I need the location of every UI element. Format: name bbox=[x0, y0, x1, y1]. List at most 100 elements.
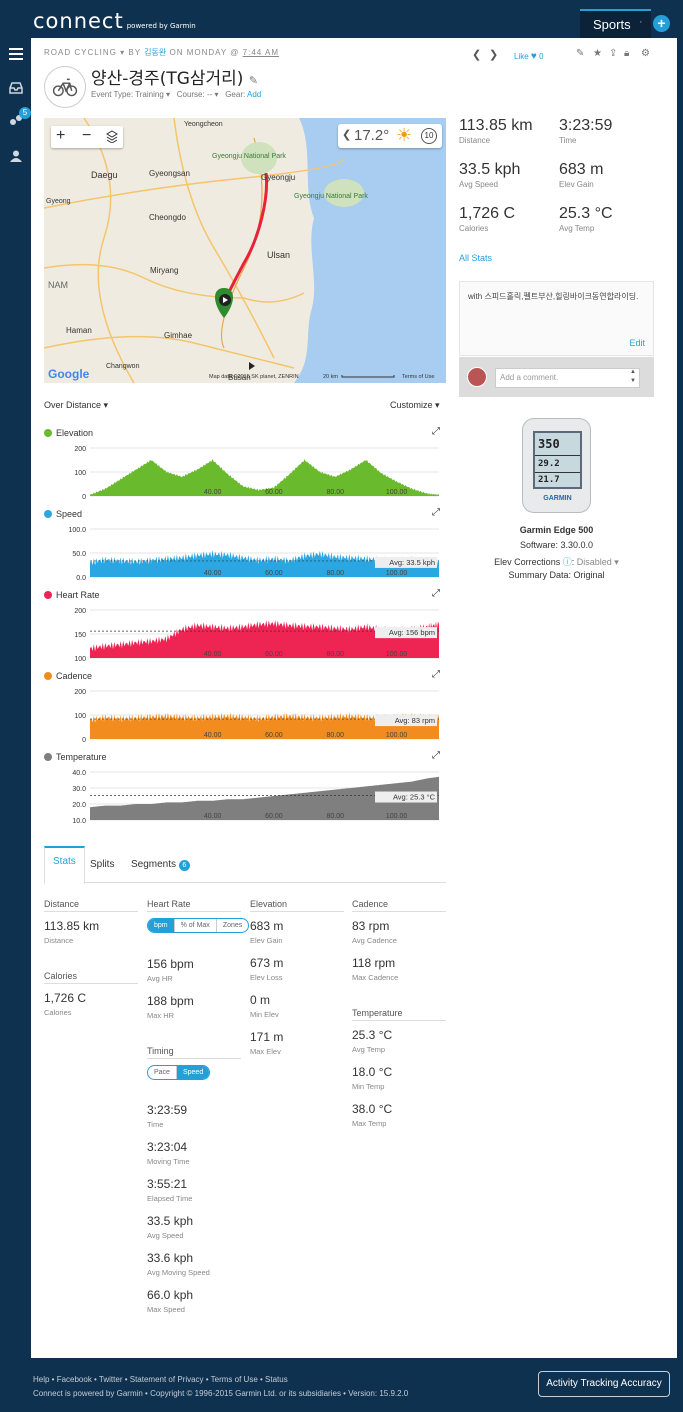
menu-icon[interactable] bbox=[9, 48, 23, 60]
chart-cadence[interactable]: 200 100 0 40.00 60.00 80.00 100.00 Avg: 83 rpm bbox=[44, 683, 446, 747]
x-tick-label: 40.00 bbox=[204, 570, 222, 577]
over-distance-dropdown[interactable]: Over Distance ▾ bbox=[44, 400, 109, 410]
expand-chart-icon[interactable]: ⤢ bbox=[432, 669, 440, 680]
chart-temperature[interactable]: 40.0 30.0 20.0 10.0 40.00 60.00 80.00 100.00 Avg… bbox=[44, 764, 446, 828]
previous-activity-icon[interactable]: ❮ bbox=[472, 49, 482, 61]
next-activity-icon[interactable]: ❯ bbox=[489, 49, 499, 61]
comment-input[interactable]: Add a comment. bbox=[495, 368, 640, 388]
stat-value: 673 m bbox=[250, 956, 284, 970]
stat-label: Max Elev bbox=[250, 1047, 281, 1056]
stat-value: 3:23:59 bbox=[147, 1103, 188, 1117]
edit-icon[interactable]: ✎ bbox=[576, 48, 585, 59]
all-stats-link[interactable]: All Stats bbox=[459, 253, 493, 263]
like-button[interactable]: Like ♥ 0 bbox=[514, 51, 544, 62]
series-area bbox=[90, 459, 439, 496]
event-type-dropdown[interactable]: Event Type: Training ▾ bbox=[91, 90, 171, 99]
customize-dropdown[interactable]: Customize ▾ bbox=[390, 400, 440, 410]
add-gear-link[interactable]: Add bbox=[247, 90, 262, 99]
route-map[interactable]: Daegu Gyeongsan Gyeongju Cheongdo Miryan… bbox=[44, 118, 446, 383]
settings-gear-icon[interactable]: ⚙ bbox=[641, 48, 650, 59]
summary-avg-temp: 25.3 °C Avg Temp bbox=[559, 205, 613, 233]
chart-title: Temperature bbox=[44, 752, 107, 762]
distance-heading: Distance bbox=[44, 899, 138, 912]
activity-tracking-accuracy-button[interactable]: Activity Tracking Accuracy bbox=[538, 1371, 670, 1397]
segments-count-badge: 6 bbox=[178, 860, 190, 871]
speed-option[interactable]: Speed bbox=[176, 1066, 210, 1079]
chart-heart-rate[interactable]: 200 150 100 40.00 60.00 80.00 100.00 Avg: 156 b… bbox=[44, 602, 446, 666]
average-label-bg bbox=[375, 627, 437, 639]
x-tick-label: 100.00 bbox=[386, 732, 408, 739]
inbox-icon[interactable] bbox=[9, 82, 23, 94]
stat-value: 3:55:21 bbox=[147, 1177, 188, 1191]
avg-hr-label: Avg HR bbox=[147, 974, 173, 983]
tab-segments[interactable]: Segments 6 bbox=[131, 859, 190, 871]
y-tick-label: 100 bbox=[74, 713, 86, 720]
series-area bbox=[90, 776, 439, 820]
summary-distance: 113.85 km Distance bbox=[459, 117, 533, 145]
activity-title[interactable]: 양산-경주(TG삼거리) ✎ bbox=[91, 69, 259, 89]
expand-chart-icon[interactable]: ⤢ bbox=[432, 426, 440, 437]
device-name: Garmin Edge 500 bbox=[519, 525, 594, 535]
calories-heading: Calories bbox=[44, 971, 138, 984]
share-icon[interactable]: ⇪ bbox=[609, 48, 618, 59]
map-label: Gyeong bbox=[46, 198, 71, 205]
help-icon[interactable]: ⓘ bbox=[562, 557, 572, 567]
average-label: Avg: 33.5 kph bbox=[389, 558, 435, 567]
x-tick-label: 100.00 bbox=[386, 651, 408, 658]
stat-value: 83 rpm bbox=[352, 919, 390, 933]
expand-chart-icon[interactable]: ⤢ bbox=[432, 507, 440, 518]
x-tick-label: 60.00 bbox=[265, 813, 283, 820]
layers-icon[interactable] bbox=[106, 130, 118, 143]
y-tick-label: 50.0 bbox=[72, 551, 86, 558]
star-icon[interactable]: ★ bbox=[593, 48, 602, 59]
footer-copyright: Connect is powered by Garmin • Copyright… bbox=[33, 1389, 409, 1398]
edit-description-link[interactable]: Edit bbox=[629, 338, 645, 348]
map-label: Gyeongju National Park bbox=[212, 153, 286, 160]
zoom-out-button[interactable]: − bbox=[82, 127, 92, 144]
percent-max-option[interactable]: % of Max bbox=[175, 919, 217, 932]
pace-option[interactable]: Pace bbox=[148, 1066, 177, 1079]
footer: Help • Facebook • Twitter • Statement of… bbox=[33, 1373, 408, 1401]
pace-speed-toggle[interactable]: Pace Speed bbox=[147, 1065, 211, 1080]
comment-scroll-icon[interactable]: ▲ ▼ bbox=[630, 369, 636, 384]
connect-logo[interactable]: connect powered by Garmin bbox=[33, 9, 196, 33]
map-terms-link: Terms of Use bbox=[402, 374, 434, 380]
zoom-in-button[interactable]: + bbox=[56, 127, 66, 144]
x-tick-label: 100.00 bbox=[386, 489, 408, 496]
y-tick-label: 200 bbox=[74, 608, 86, 615]
zones-option[interactable]: Zones bbox=[222, 922, 243, 929]
lock-icon[interactable]: 🔒︎ bbox=[624, 48, 630, 59]
description-text: with 스피드홀릭,펠트부산,힐링바이크동연합라이딩. bbox=[468, 292, 639, 301]
average-label: Avg: 156 bpm bbox=[389, 628, 435, 637]
course-dropdown[interactable]: Course: -- ▾ bbox=[176, 90, 219, 99]
y-tick-label: 100.0 bbox=[68, 527, 86, 534]
expand-chart-icon[interactable]: ⤢ bbox=[432, 588, 440, 599]
heart-rate-unit-toggle[interactable]: bpm % of Max Zones bbox=[147, 918, 250, 933]
chart-speed[interactable]: 100.0 50.0 0.0 40.00 60.00 80.00 100.00 Avg: 33… bbox=[44, 521, 446, 585]
map-label: Gyeongsan bbox=[149, 169, 190, 178]
stat-label: Avg Temp bbox=[352, 1045, 386, 1054]
tab-stats[interactable]: Stats bbox=[44, 846, 85, 884]
x-tick-label: 80.00 bbox=[326, 489, 344, 496]
stat-label: Elev Gain bbox=[250, 936, 283, 945]
distance-value: 113.85 km bbox=[44, 919, 100, 933]
distance-label: Distance bbox=[44, 936, 74, 945]
user-icon[interactable] bbox=[9, 150, 23, 162]
garmin-edge-device-image: 350 29.2 21.7 GARMIN bbox=[522, 418, 591, 513]
average-label: Avg: 83 rpm bbox=[395, 716, 435, 725]
footer-links[interactable]: Help • Facebook • Twitter • Statement of… bbox=[33, 1375, 288, 1384]
sports-menu[interactable]: Sports · bbox=[580, 9, 651, 38]
owner-link[interactable]: 김동완 bbox=[144, 48, 167, 57]
expand-chart-icon[interactable]: ⤢ bbox=[432, 750, 440, 761]
chart-elevation[interactable]: 200 100 0 40.00 60.00 80.00 100.00 bbox=[44, 440, 446, 504]
stat-value: 25.3 °C bbox=[352, 1028, 393, 1042]
summary-elev-gain: 683 m Elev Gain bbox=[559, 161, 604, 189]
add-button[interactable]: + bbox=[653, 15, 670, 32]
elev-corrections-dropdown[interactable]: Disabled ▾ bbox=[576, 557, 619, 567]
y-tick-label: 200 bbox=[74, 446, 86, 453]
calories-label: Calories bbox=[44, 1008, 72, 1017]
bpm-option[interactable]: bpm bbox=[148, 919, 175, 932]
x-tick-label: 60.00 bbox=[265, 570, 283, 577]
tab-splits[interactable]: Splits bbox=[90, 859, 115, 870]
start-marker-icon bbox=[215, 288, 233, 318]
